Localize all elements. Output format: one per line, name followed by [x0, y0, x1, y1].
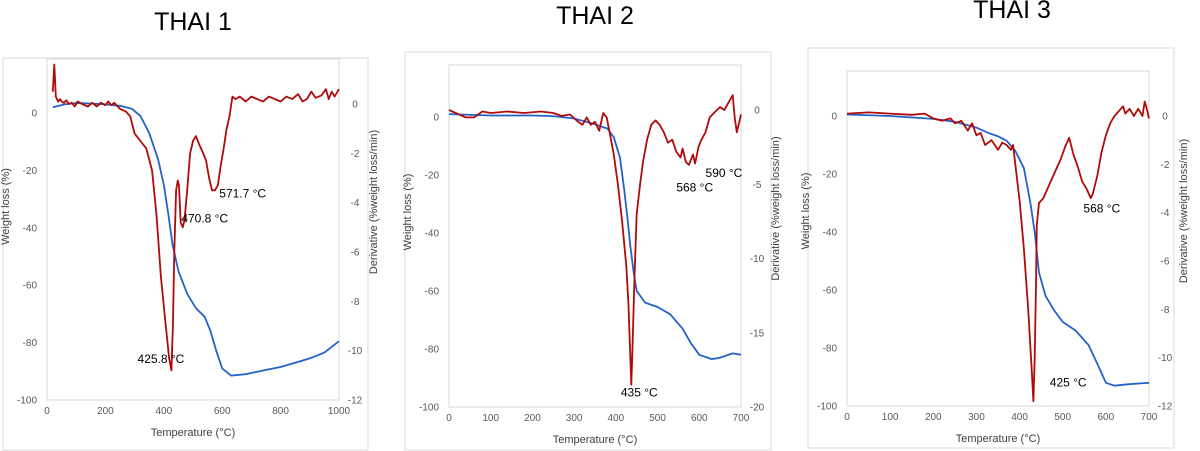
y-axis-title: Weight loss (%) [0, 168, 12, 245]
y-tick-label: -20 [425, 171, 440, 182]
x-tick-label: 0 [446, 413, 452, 424]
y-tick-label: -60 [425, 287, 440, 298]
y-axis-title: Weight loss (%) [402, 174, 414, 251]
weight-loss-curve [846, 113, 1150, 387]
x-axis-title: Temperature (°C) [553, 434, 637, 446]
x-tick-label: 600 [691, 413, 708, 424]
peak-annotation: 425 °C [1050, 376, 1087, 390]
y2-tick-label: -6 [351, 248, 360, 259]
x-tick-label: 200 [925, 412, 942, 423]
y-tick-label: 0 [31, 109, 37, 120]
y2-tick-label: -15 [750, 328, 765, 339]
y-tick-label: -40 [23, 223, 38, 234]
y2-axis-title: Derivative (%weight loss/min) [368, 130, 380, 274]
y2-tick-label: -10 [750, 254, 765, 265]
x-tick-label: 1000 [328, 406, 351, 417]
x-tick-label: 400 [608, 413, 625, 424]
y2-tick-label: -10 [348, 346, 363, 357]
y2-tick-label: 0 [1162, 112, 1168, 123]
y2-tick-label: -4 [1161, 208, 1170, 219]
chart-frame [807, 47, 1175, 449]
x-tick-label: 600 [214, 406, 231, 417]
x-tick-label: 400 [1011, 412, 1028, 423]
y2-tick-label: -10 [1158, 353, 1173, 364]
y-tick-label: 0 [831, 112, 837, 123]
chart-title: THAI 2 [556, 2, 634, 30]
y2-tick-label: -8 [351, 297, 360, 308]
x-tick-label: 700 [733, 413, 750, 424]
y-tick-label: -80 [23, 338, 38, 349]
y2-tick-label: 0 [754, 106, 760, 117]
chart-1: THAI 10 200 400 600 800 10000-20-40-60-80-100… [0, 8, 380, 451]
y2-axis-title: Derivative (%weight loss/min) [770, 136, 782, 280]
peak-annotation: 590 °C [706, 166, 743, 180]
peak-annotation: 425.8 °C [138, 352, 185, 366]
x-axis-title: Temperature (°C) [956, 433, 1040, 445]
y-tick-label: -40 [823, 228, 838, 239]
y2-tick-label: -8 [1161, 305, 1170, 316]
peak-annotation: 568 °C [1083, 202, 1120, 216]
y2-tick-label: -6 [1161, 257, 1170, 268]
x-tick-label: 0 [44, 406, 50, 417]
chart-2: THAI 2 0 100 200 300 400 500 600 700 0 -20 -40 -60 -8… [402, 2, 782, 451]
derivative-curve [51, 63, 340, 372]
chart-frame [2, 57, 369, 451]
x-axis-title: Temperature (°C) [151, 427, 235, 439]
x-tick-label: 500 [1054, 412, 1071, 423]
y-tick-label: -60 [823, 286, 838, 297]
y-tick-label: -100 [17, 396, 37, 407]
x-tick-label: 300 [968, 412, 985, 423]
chart-frame [404, 51, 772, 451]
x-tick-label: 500 [649, 413, 666, 424]
y-tick-label: -20 [823, 170, 838, 181]
chart-title: THAI 1 [154, 8, 232, 36]
weight-loss-curve [448, 113, 742, 360]
y-tick-label: -80 [823, 344, 838, 355]
y-tick-label: -40 [425, 229, 440, 240]
weight-loss-curve [52, 102, 340, 377]
x-tick-label: 0 [844, 412, 850, 423]
x-tick-label: 700 [1141, 412, 1158, 423]
peak-annotation: 435 °C [621, 386, 658, 400]
x-tick-label: 400 [155, 406, 172, 417]
x-tick-label: 200 [97, 406, 114, 417]
x-tick-label: 300 [566, 413, 583, 424]
y-tick-label: -20 [23, 166, 38, 177]
x-tick-label: 100 [482, 413, 499, 424]
y-tick-label: -100 [419, 403, 439, 414]
y2-tick-label: -2 [351, 149, 360, 160]
y2-tick-label: 0 [352, 100, 358, 111]
plot-area [448, 64, 742, 408]
y2-tick-label: -12 [348, 396, 363, 407]
peak-annotation: 568 °C [676, 181, 713, 195]
derivative-curve [448, 94, 742, 386]
y2-tick-label: -5 [753, 180, 762, 191]
y-tick-label: 0 [433, 113, 439, 124]
x-tick-label: 800 [272, 406, 289, 417]
x-tick-label: 200 [524, 413, 541, 424]
plot-area [46, 58, 340, 401]
y2-tick-label: -12 [1158, 402, 1173, 413]
x-tick-label: 100 [882, 412, 899, 423]
chart-3: THAI 30 100 200 300 400 500 600 7000-20-40-60-8… [800, 0, 1190, 449]
y2-tick-label: -20 [750, 403, 765, 414]
chart-title: THAI 3 [973, 0, 1051, 24]
y2-tick-label: -2 [1161, 160, 1170, 171]
derivative-curve [846, 100, 1150, 403]
peak-annotation: 470.8 °C [181, 211, 228, 225]
y-tick-label: -60 [23, 281, 38, 292]
y-tick-label: -100 [817, 402, 837, 413]
y-tick-label: -80 [425, 345, 440, 356]
y2-axis-title: Derivative (%weight loss/min) [1178, 139, 1190, 283]
x-tick-label: 600 [1098, 412, 1115, 423]
plot-area [846, 70, 1150, 407]
y2-tick-label: -4 [351, 198, 360, 209]
peak-annotation: 571.7 °C [219, 187, 266, 201]
y-axis-title: Weight loss (%) [800, 173, 812, 250]
